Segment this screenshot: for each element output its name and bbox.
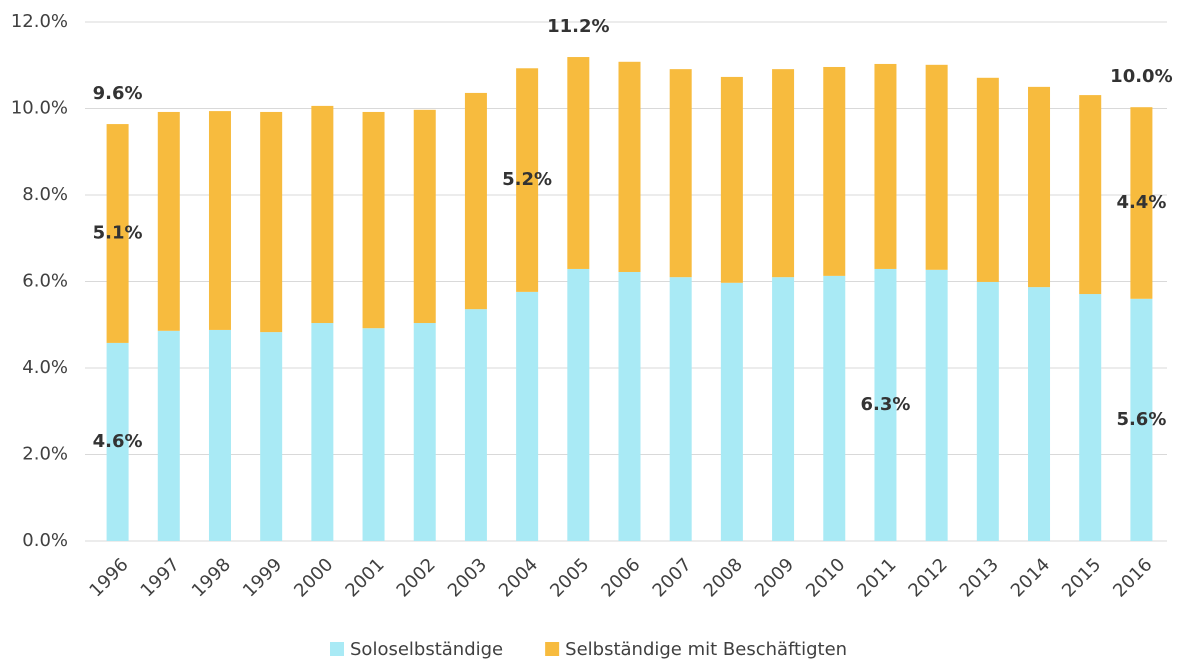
bar-segment [772, 69, 795, 278]
bar-segment [413, 109, 436, 324]
bar-segment [208, 329, 231, 541]
bar-segment [976, 77, 999, 282]
y-tick-label: 10.0% [11, 98, 68, 119]
bar-segment [772, 277, 795, 541]
bar-segment [1028, 86, 1051, 288]
bar-segment [1130, 107, 1153, 299]
x-tick-label: 2009 [751, 554, 798, 601]
bar-segment [874, 268, 897, 541]
value-label: 5.1% [93, 222, 143, 243]
bar-segment [362, 328, 385, 541]
x-tick-label: 2001 [341, 554, 388, 601]
x-tick-label: 1997 [137, 554, 184, 601]
bar-segment [311, 105, 334, 324]
value-label: 5.2% [502, 169, 552, 190]
x-tick-label: 2002 [393, 554, 440, 601]
bar-segment [464, 309, 487, 541]
bar-segment [260, 111, 283, 333]
bar-segment [1130, 298, 1153, 541]
value-label: 4.6% [93, 431, 143, 452]
legend-swatch [330, 642, 344, 656]
bar-segment [618, 61, 641, 272]
x-tick-label: 2000 [290, 554, 337, 601]
value-label: 5.6% [1116, 409, 1166, 430]
legend-swatch [545, 642, 560, 656]
legend-label: Soloselbständige [350, 639, 503, 660]
bar-segment [618, 271, 641, 541]
bar-segment [157, 330, 180, 541]
bar-segment [976, 281, 999, 541]
bar-segment [669, 277, 692, 541]
bar-segment [516, 68, 539, 292]
bar-segment [208, 111, 231, 330]
x-tick-label: 2012 [904, 554, 951, 601]
y-tick-label: 12.0% [11, 11, 68, 32]
bar-segment [157, 111, 180, 331]
y-tick-label: 6.0% [22, 271, 68, 292]
x-tick-label: 2003 [444, 554, 491, 601]
bar-segment [516, 291, 539, 541]
bar-segment [1079, 294, 1102, 541]
bar-segment [311, 323, 334, 541]
y-tick-label: 2.0% [22, 444, 68, 465]
total-label: 9.6% [93, 83, 143, 104]
value-label: 6.3% [860, 394, 910, 415]
x-tick-label: 2008 [700, 554, 747, 601]
total-label: 11.2% [547, 16, 609, 37]
bar-segment [1079, 95, 1102, 295]
x-tick-label: 2014 [1007, 554, 1054, 601]
bar-segment [567, 268, 590, 541]
bar-segment [567, 57, 590, 269]
x-tick-label: 1998 [188, 554, 235, 601]
x-tick-label: 2004 [495, 554, 542, 601]
bar-segment [260, 332, 283, 541]
bar-segment [823, 275, 846, 541]
bar-segment [106, 342, 129, 541]
x-tick-label: 2015 [1058, 554, 1105, 601]
bar-segment [720, 282, 743, 541]
legend-label: Selbständige mit Beschäftigten [565, 639, 847, 660]
x-tick-label: 2006 [597, 554, 644, 601]
bar-segment [720, 76, 743, 283]
bar-segment [823, 66, 846, 276]
x-tick-label: 2011 [853, 554, 900, 601]
bar-segment [925, 269, 948, 541]
x-tick-label: 2005 [546, 554, 593, 601]
x-tick-label: 2016 [1109, 554, 1156, 601]
bar-segment [1028, 287, 1051, 541]
x-tick-label: 2007 [649, 554, 696, 601]
bar-segment [874, 63, 897, 269]
bar-segment [669, 69, 692, 278]
x-tick-label: 2013 [956, 554, 1003, 601]
total-label: 10.0% [1110, 66, 1172, 87]
x-tick-label: 2010 [802, 554, 849, 601]
value-label: 4.4% [1116, 192, 1166, 213]
bar-segment [362, 111, 385, 329]
x-tick-label: 1999 [239, 554, 286, 601]
bar-segment [464, 92, 487, 310]
y-tick-label: 0.0% [22, 530, 68, 551]
y-tick-label: 8.0% [22, 184, 68, 205]
bar-segment [925, 64, 948, 270]
bar-segment [106, 124, 129, 343]
x-tick-label: 1996 [85, 554, 132, 601]
y-tick-label: 4.0% [22, 357, 68, 378]
bar-segment [413, 323, 436, 541]
